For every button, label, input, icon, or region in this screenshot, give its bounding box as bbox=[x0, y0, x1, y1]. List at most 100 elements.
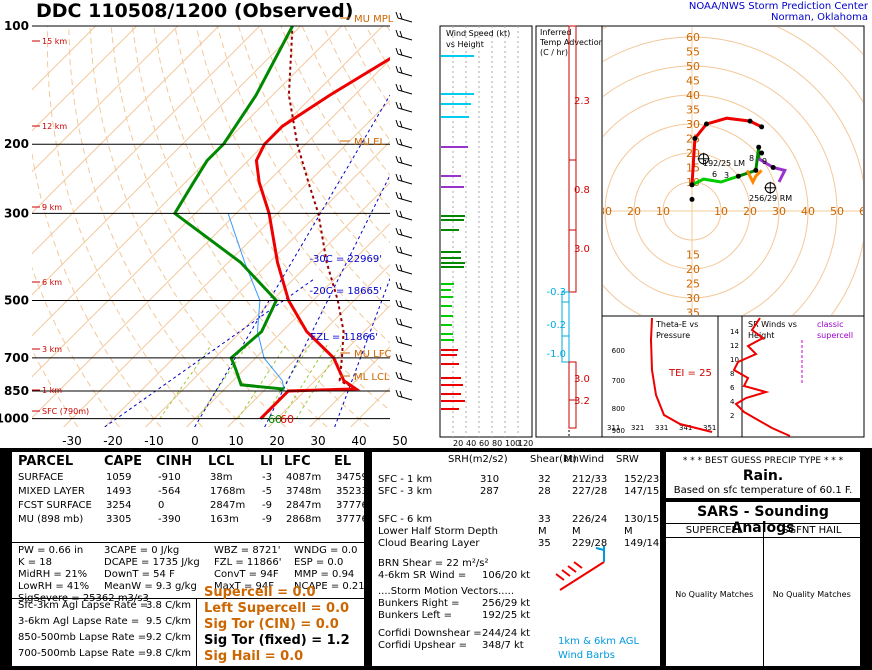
parcel-cell: 4087m bbox=[286, 472, 322, 483]
wind-barb bbox=[399, 354, 403, 362]
dry-adiabat bbox=[153, 26, 390, 411]
kinematics-cell: M bbox=[572, 526, 581, 537]
wind-barb bbox=[395, 263, 399, 271]
precip-basis: Based on sfc temperature of 60.1 F. bbox=[673, 485, 853, 496]
isotherm-line bbox=[104, 140, 390, 427]
temp-advection-value: 3.0 bbox=[574, 374, 590, 385]
right-mover-label: 256/29 RM bbox=[749, 194, 792, 203]
parcel-header-cape: CAPE bbox=[104, 454, 143, 469]
thermo-param: DCAPE = 1735 J/kg bbox=[104, 557, 200, 568]
wind-barb bbox=[397, 53, 413, 59]
tei-label: TEI = 25 bbox=[668, 368, 712, 379]
height-tick-label: 15 km bbox=[42, 37, 67, 46]
corfidi-up-label: Corfidi Upshear = bbox=[378, 640, 467, 651]
lapse-rate-block: Sfc-3km Agl Lapse Rate = 3.8 C/km 3-6km Ag… bbox=[12, 598, 197, 666]
wind-barb bbox=[397, 89, 413, 95]
hodograph-x-tick: 10 bbox=[656, 205, 670, 218]
mixing-ratio-line bbox=[295, 344, 342, 419]
thermo-param: MMP = 0.94 bbox=[294, 569, 355, 580]
kinematics-cell: 33 bbox=[538, 514, 551, 525]
wind-barb bbox=[397, 341, 413, 347]
wind-barb bbox=[397, 197, 413, 203]
temp-advection-title-2: Temp Advection bbox=[539, 38, 604, 47]
hodograph-point bbox=[747, 118, 753, 124]
temperature-tick-label: 30 bbox=[310, 434, 325, 448]
hodograph-y-tick: 30 bbox=[686, 292, 700, 305]
sr-classic-label: classic bbox=[817, 320, 843, 329]
thermo-param: SigSevere = 25362 m3/s3 bbox=[18, 593, 149, 604]
hodograph-trace-upper bbox=[757, 157, 787, 183]
level-mu-lfc-label: MU LFC bbox=[354, 349, 391, 360]
parcel-cell: -564 bbox=[158, 486, 181, 497]
thermo-param: DownT = 54 F bbox=[104, 569, 175, 580]
bunkers-left-value: 192/25 kt bbox=[482, 610, 531, 621]
level-mu-mpl-label: MU MPL bbox=[354, 14, 394, 25]
thermo-param: MaxT = 94F bbox=[214, 581, 274, 592]
dry-adiabat bbox=[32, 266, 120, 427]
isotherm-line bbox=[32, 26, 302, 296]
kinematics-cell: 147/15 bbox=[624, 486, 660, 497]
wind-barb bbox=[397, 287, 413, 293]
wind-speed-axis-label: 80 bbox=[492, 439, 502, 448]
wind-barb bbox=[397, 305, 413, 311]
temp-advection-bar bbox=[568, 399, 577, 429]
sr-height-tick: 4 bbox=[730, 398, 735, 406]
hodograph-point bbox=[770, 165, 776, 170]
hodograph-point bbox=[689, 196, 695, 202]
wind-barb bbox=[399, 48, 403, 56]
kinematics-cell: M bbox=[624, 526, 633, 537]
pressure-tick-label: 700 bbox=[4, 351, 29, 365]
sr-height-tick: 10 bbox=[730, 356, 739, 364]
kinematics-cell: 229/28 bbox=[572, 538, 608, 549]
mixing-ratio-line bbox=[281, 344, 328, 419]
parcel-cell: 38m bbox=[210, 472, 233, 483]
temp-advection-bar bbox=[568, 229, 577, 293]
wind-barb bbox=[395, 173, 399, 181]
isotherm-line bbox=[32, 58, 390, 419]
temp-advection-units: (C / hr) bbox=[540, 48, 568, 57]
thermo-table: PW = 0.66 in K = 18 MidRH = 21% LowRH = 41%… bbox=[12, 543, 365, 604]
org-line-1: NOAA/NWS Storm Prediction Center bbox=[688, 1, 868, 12]
hodograph-point bbox=[735, 173, 741, 179]
temp-advection-value: 0.8 bbox=[574, 185, 590, 196]
dry-adiabat bbox=[174, 26, 390, 378]
kinematics-cell: 226/24 bbox=[572, 514, 608, 525]
wind-barb bbox=[399, 66, 403, 74]
lapse-rate-value: 9.2 C/km bbox=[146, 632, 191, 643]
temp-advection-value: 2.3 bbox=[574, 96, 590, 107]
wind-barb bbox=[397, 215, 413, 221]
wind-barb bbox=[395, 191, 399, 199]
wind-barb bbox=[397, 17, 413, 23]
wetbulb-line bbox=[194, 94, 390, 427]
storm-motion-block: BRN Shear = 22 m²/s² 4-6km SR Wind = 106/2… bbox=[372, 546, 660, 666]
temp-advection-bar bbox=[561, 335, 570, 363]
sars-supercell-header: SUPERCELL bbox=[666, 524, 763, 538]
wind-barb bbox=[399, 30, 403, 38]
parcel-cell: -9 bbox=[262, 500, 272, 511]
storm-barb-stroke bbox=[595, 547, 605, 551]
wind-barb bbox=[399, 318, 403, 326]
theta-e-subtitle: Pressure bbox=[656, 331, 690, 340]
iso-fzl-label: FZL = 11866' bbox=[311, 332, 378, 343]
org-name: NOAA/NWS Storm Prediction Center Norman,… bbox=[689, 1, 868, 23]
wind-barb bbox=[395, 11, 399, 19]
barb-caption: 1km & 6km AGL bbox=[558, 636, 640, 647]
temp-advection-value: -1.0 bbox=[546, 349, 566, 360]
hodograph-point-label: 6 bbox=[712, 170, 717, 179]
composite-params: Supercell = 0.0 Left Supercell = 0.0 Sig T… bbox=[204, 584, 364, 666]
wind-barb bbox=[395, 371, 399, 379]
isotherm-line bbox=[32, 26, 343, 337]
parcel-header-cinh: CINH bbox=[156, 454, 193, 469]
parcel-header-lcl: LCL bbox=[208, 454, 235, 469]
corfidi-down-label: Corfidi Downshear = bbox=[378, 628, 482, 639]
theta-e-profile-line bbox=[649, 317, 713, 433]
hodograph-y-tick: 70 bbox=[686, 2, 700, 15]
wind-speed-axis-label: 60 bbox=[479, 439, 489, 448]
wind-barb bbox=[399, 174, 403, 182]
wind-barb bbox=[399, 102, 403, 110]
temperature-tick-label: 20 bbox=[269, 434, 284, 448]
kinematics-header: SRW bbox=[616, 454, 639, 465]
parcel-cell: 2847m bbox=[286, 500, 322, 511]
dry-adiabat bbox=[280, 26, 390, 210]
wetbulb-line bbox=[334, 278, 390, 427]
